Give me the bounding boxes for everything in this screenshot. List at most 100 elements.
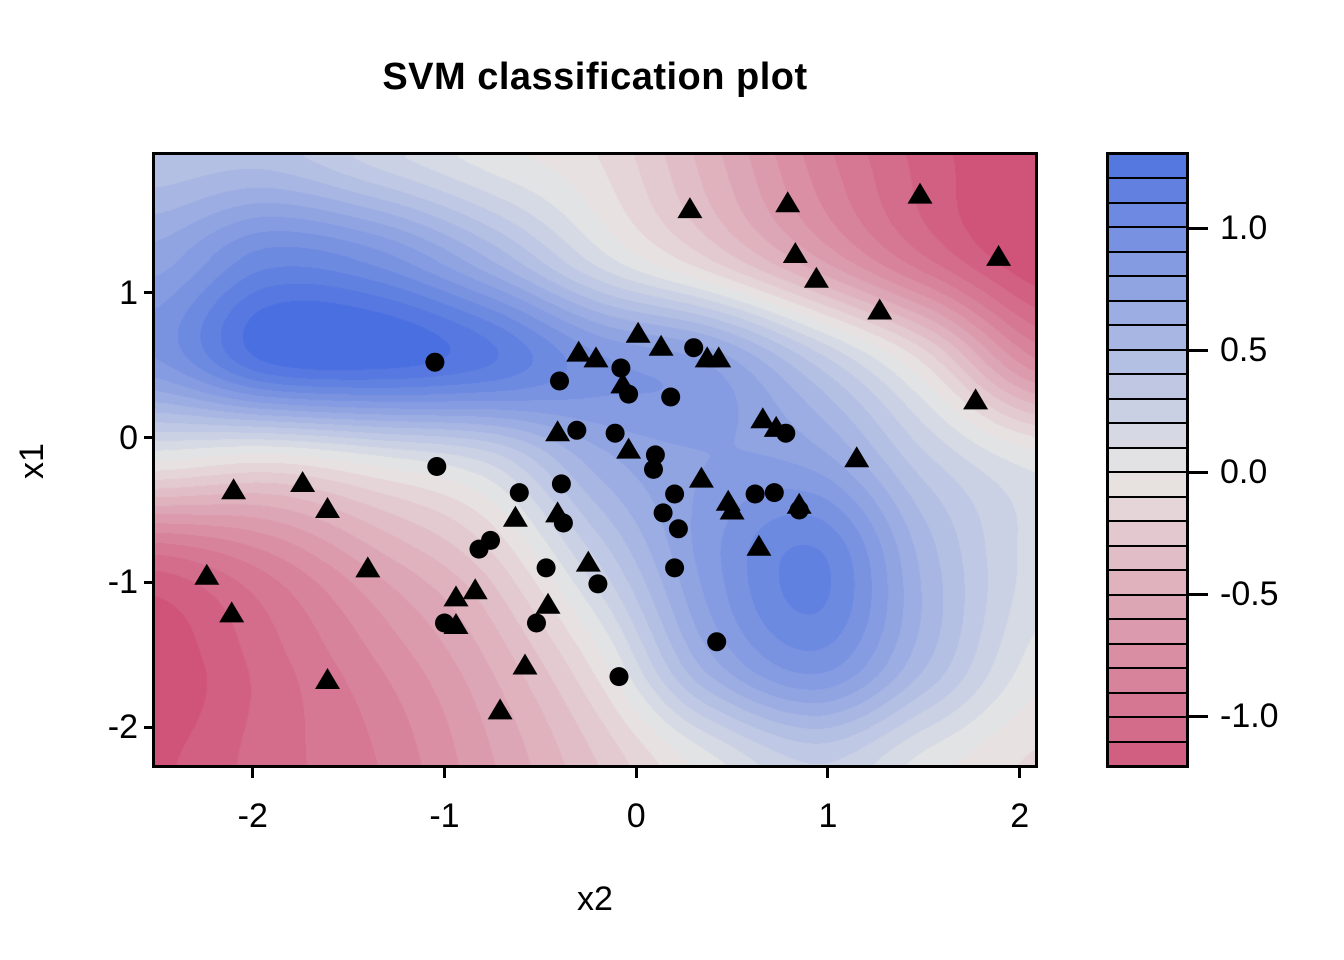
data-point-triangle [583,346,609,368]
data-point-triangle [462,578,488,600]
colorbar-tick-label: 0.5 [1220,331,1268,370]
data-point-circle [645,445,665,465]
data-point-circle [605,423,625,443]
data-point-triangle [575,550,601,572]
data-point-triangle [688,466,714,488]
data-point-circle [653,503,673,523]
data-point-circle [611,358,631,378]
data-point-triangle [750,407,776,429]
plot-title: SVM classification plot [382,56,808,98]
colorbar [1106,152,1189,768]
x-tick-mark [1018,767,1022,778]
data-point-circle [536,558,556,578]
data-point-triangle [746,534,772,556]
data-point-triangle [677,197,703,219]
colorbar-tick-label: -1.0 [1220,697,1279,736]
colorbar-segment [1109,495,1186,521]
colorbar-segment [1109,275,1186,300]
colorbar-segment [1109,250,1186,276]
colorbar-segment [1109,471,1186,496]
colorbar-segment [1109,373,1186,398]
colorbar-tick-mark [1186,592,1208,596]
colorbar-segment [1109,155,1186,178]
colorbar-tick-mark [1186,714,1208,718]
colorbar-tick-label: 0.0 [1220,453,1268,492]
y-tick-mark [144,580,155,584]
y-axis-label: x1 [13,443,51,479]
data-point-circle [609,667,629,687]
data-point-triangle [355,556,381,578]
data-point-triangle [535,592,561,614]
data-point-triangle [194,563,220,585]
data-point-triangle [512,653,538,675]
y-tick-label: -1 [107,563,138,602]
data-point-circle [509,483,529,503]
data-point-triangle [487,698,513,720]
data-point-triangle [315,668,340,689]
colorbar-segment [1109,397,1186,423]
data-point-triangle [986,244,1012,266]
data-point-triangle [221,478,247,500]
contour-surface-canvas [152,152,1038,768]
colorbar-segment [1109,324,1186,349]
y-tick-mark [144,725,155,729]
colorbar-segment [1109,520,1186,545]
colorbar-tick-mark [1186,470,1208,474]
x-tick-mark [442,767,446,778]
colorbar-segment [1109,544,1186,570]
data-point-triangle [625,321,651,343]
colorbar-tick-mark [1186,226,1208,230]
colorbar-segment [1109,422,1186,447]
data-point-circle [764,483,784,503]
data-point-circle [588,574,608,594]
x-tick-mark [251,767,255,778]
data-point-triangle [315,497,340,518]
y-tick-mark [144,436,155,440]
data-point-triangle [775,191,801,213]
data-point-circle [707,632,727,652]
y-tick-mark [144,291,155,295]
data-point-triangle [844,446,870,468]
data-point-circle [661,387,681,407]
data-point-circle [668,519,688,539]
colorbar-segment [1109,593,1186,619]
data-point-triangle [648,334,674,356]
x-tick-label: 2 [1010,797,1030,835]
y-tick-label: -2 [107,708,138,747]
y-tick-label: 1 [119,273,138,312]
data-point-triangle [803,266,829,288]
data-point-triangle [545,501,571,523]
data-point-triangle [545,420,571,442]
data-point-triangle [719,498,745,520]
scatter-points-overlay [194,182,1012,720]
colorbar-segment [1109,569,1186,594]
colorbar-segment [1109,618,1186,643]
data-point-circle [481,530,500,550]
data-point-triangle [786,492,812,514]
data-point-circle [527,613,546,633]
colorbar-tick-mark [1186,348,1208,352]
colorbar-segment [1109,201,1186,227]
data-point-triangle [566,340,592,362]
data-point-triangle [616,437,642,459]
data-point-circle [427,457,447,476]
colorbar-segment [1109,642,1186,668]
data-point-circle [745,484,765,504]
colorbar-segment [1109,348,1186,374]
x-tick-label: 0 [626,797,646,835]
colorbar-segment [1109,177,1186,202]
data-point-triangle [963,388,989,410]
x-tick-label: -2 [237,797,268,835]
colorbar-tick-label: -0.5 [1220,575,1279,614]
data-point-circle [567,420,587,440]
colorbar-segment [1109,667,1186,692]
data-point-triangle [763,415,789,437]
x-tick-mark [826,767,830,778]
data-point-circle [644,459,663,479]
colorbar-tick-label: 1.0 [1220,209,1268,248]
data-point-circle [665,558,685,578]
colorbar-segment [1109,299,1186,325]
data-point-triangle [443,613,469,634]
data-point-circle [551,474,571,494]
data-point-circle [684,338,704,358]
